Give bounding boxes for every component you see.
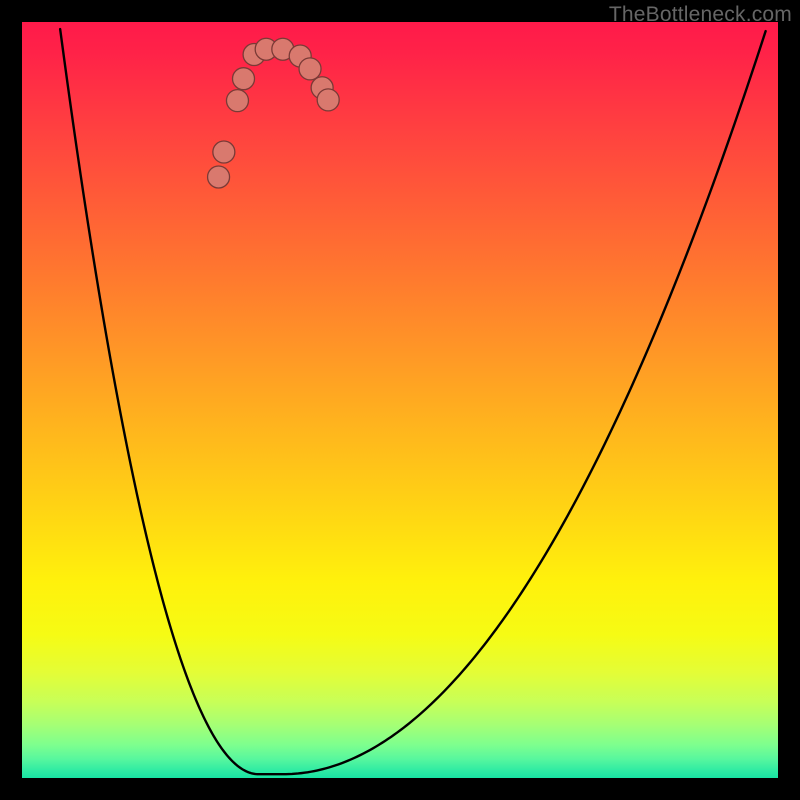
data-marker bbox=[213, 141, 235, 163]
data-marker bbox=[226, 90, 248, 112]
data-marker bbox=[208, 166, 230, 188]
data-marker bbox=[299, 58, 321, 80]
chart-container: TheBottleneck.com bbox=[0, 0, 800, 800]
marker-layer bbox=[22, 22, 778, 778]
watermark-text: TheBottleneck.com bbox=[609, 3, 792, 27]
plot-area bbox=[22, 22, 778, 778]
data-marker bbox=[317, 89, 339, 111]
data-marker bbox=[233, 68, 255, 90]
